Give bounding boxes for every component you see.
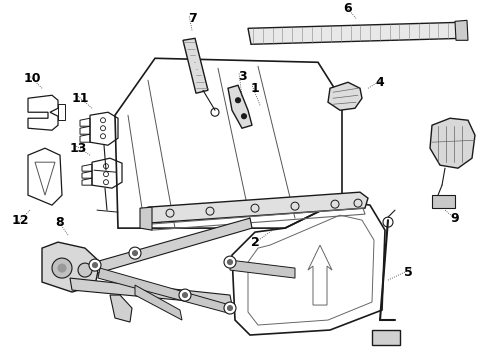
Text: 8: 8 (56, 216, 64, 229)
Polygon shape (228, 85, 252, 128)
Text: 9: 9 (451, 212, 459, 225)
Text: 7: 7 (188, 12, 196, 25)
Polygon shape (110, 295, 132, 322)
Text: 13: 13 (69, 142, 87, 155)
Text: 5: 5 (404, 266, 413, 279)
Polygon shape (230, 260, 295, 278)
Circle shape (224, 302, 236, 314)
Text: 2: 2 (250, 235, 259, 249)
Polygon shape (432, 195, 455, 208)
Text: 3: 3 (238, 70, 246, 83)
Polygon shape (70, 278, 232, 305)
Polygon shape (145, 192, 368, 223)
Text: 12: 12 (11, 213, 29, 227)
Text: 1: 1 (250, 82, 259, 95)
Circle shape (227, 306, 232, 311)
Circle shape (224, 256, 236, 268)
Circle shape (132, 251, 138, 256)
Circle shape (89, 259, 101, 271)
Text: 10: 10 (23, 72, 41, 85)
Polygon shape (455, 20, 468, 40)
Circle shape (93, 262, 98, 267)
Circle shape (78, 263, 92, 277)
Circle shape (58, 264, 66, 272)
Polygon shape (95, 218, 252, 273)
Text: 11: 11 (71, 92, 89, 105)
Polygon shape (42, 242, 100, 292)
Polygon shape (98, 268, 230, 313)
Polygon shape (183, 38, 208, 93)
Text: 6: 6 (343, 2, 352, 15)
Polygon shape (135, 285, 182, 320)
Text: 4: 4 (376, 76, 384, 89)
Polygon shape (328, 82, 362, 110)
Circle shape (179, 289, 191, 301)
Circle shape (227, 260, 232, 265)
Circle shape (52, 258, 72, 278)
Polygon shape (372, 330, 400, 345)
Circle shape (129, 247, 141, 259)
Circle shape (242, 114, 246, 119)
Polygon shape (140, 207, 152, 230)
Polygon shape (248, 22, 463, 44)
Circle shape (182, 293, 188, 298)
Circle shape (236, 98, 241, 103)
Polygon shape (430, 118, 475, 168)
